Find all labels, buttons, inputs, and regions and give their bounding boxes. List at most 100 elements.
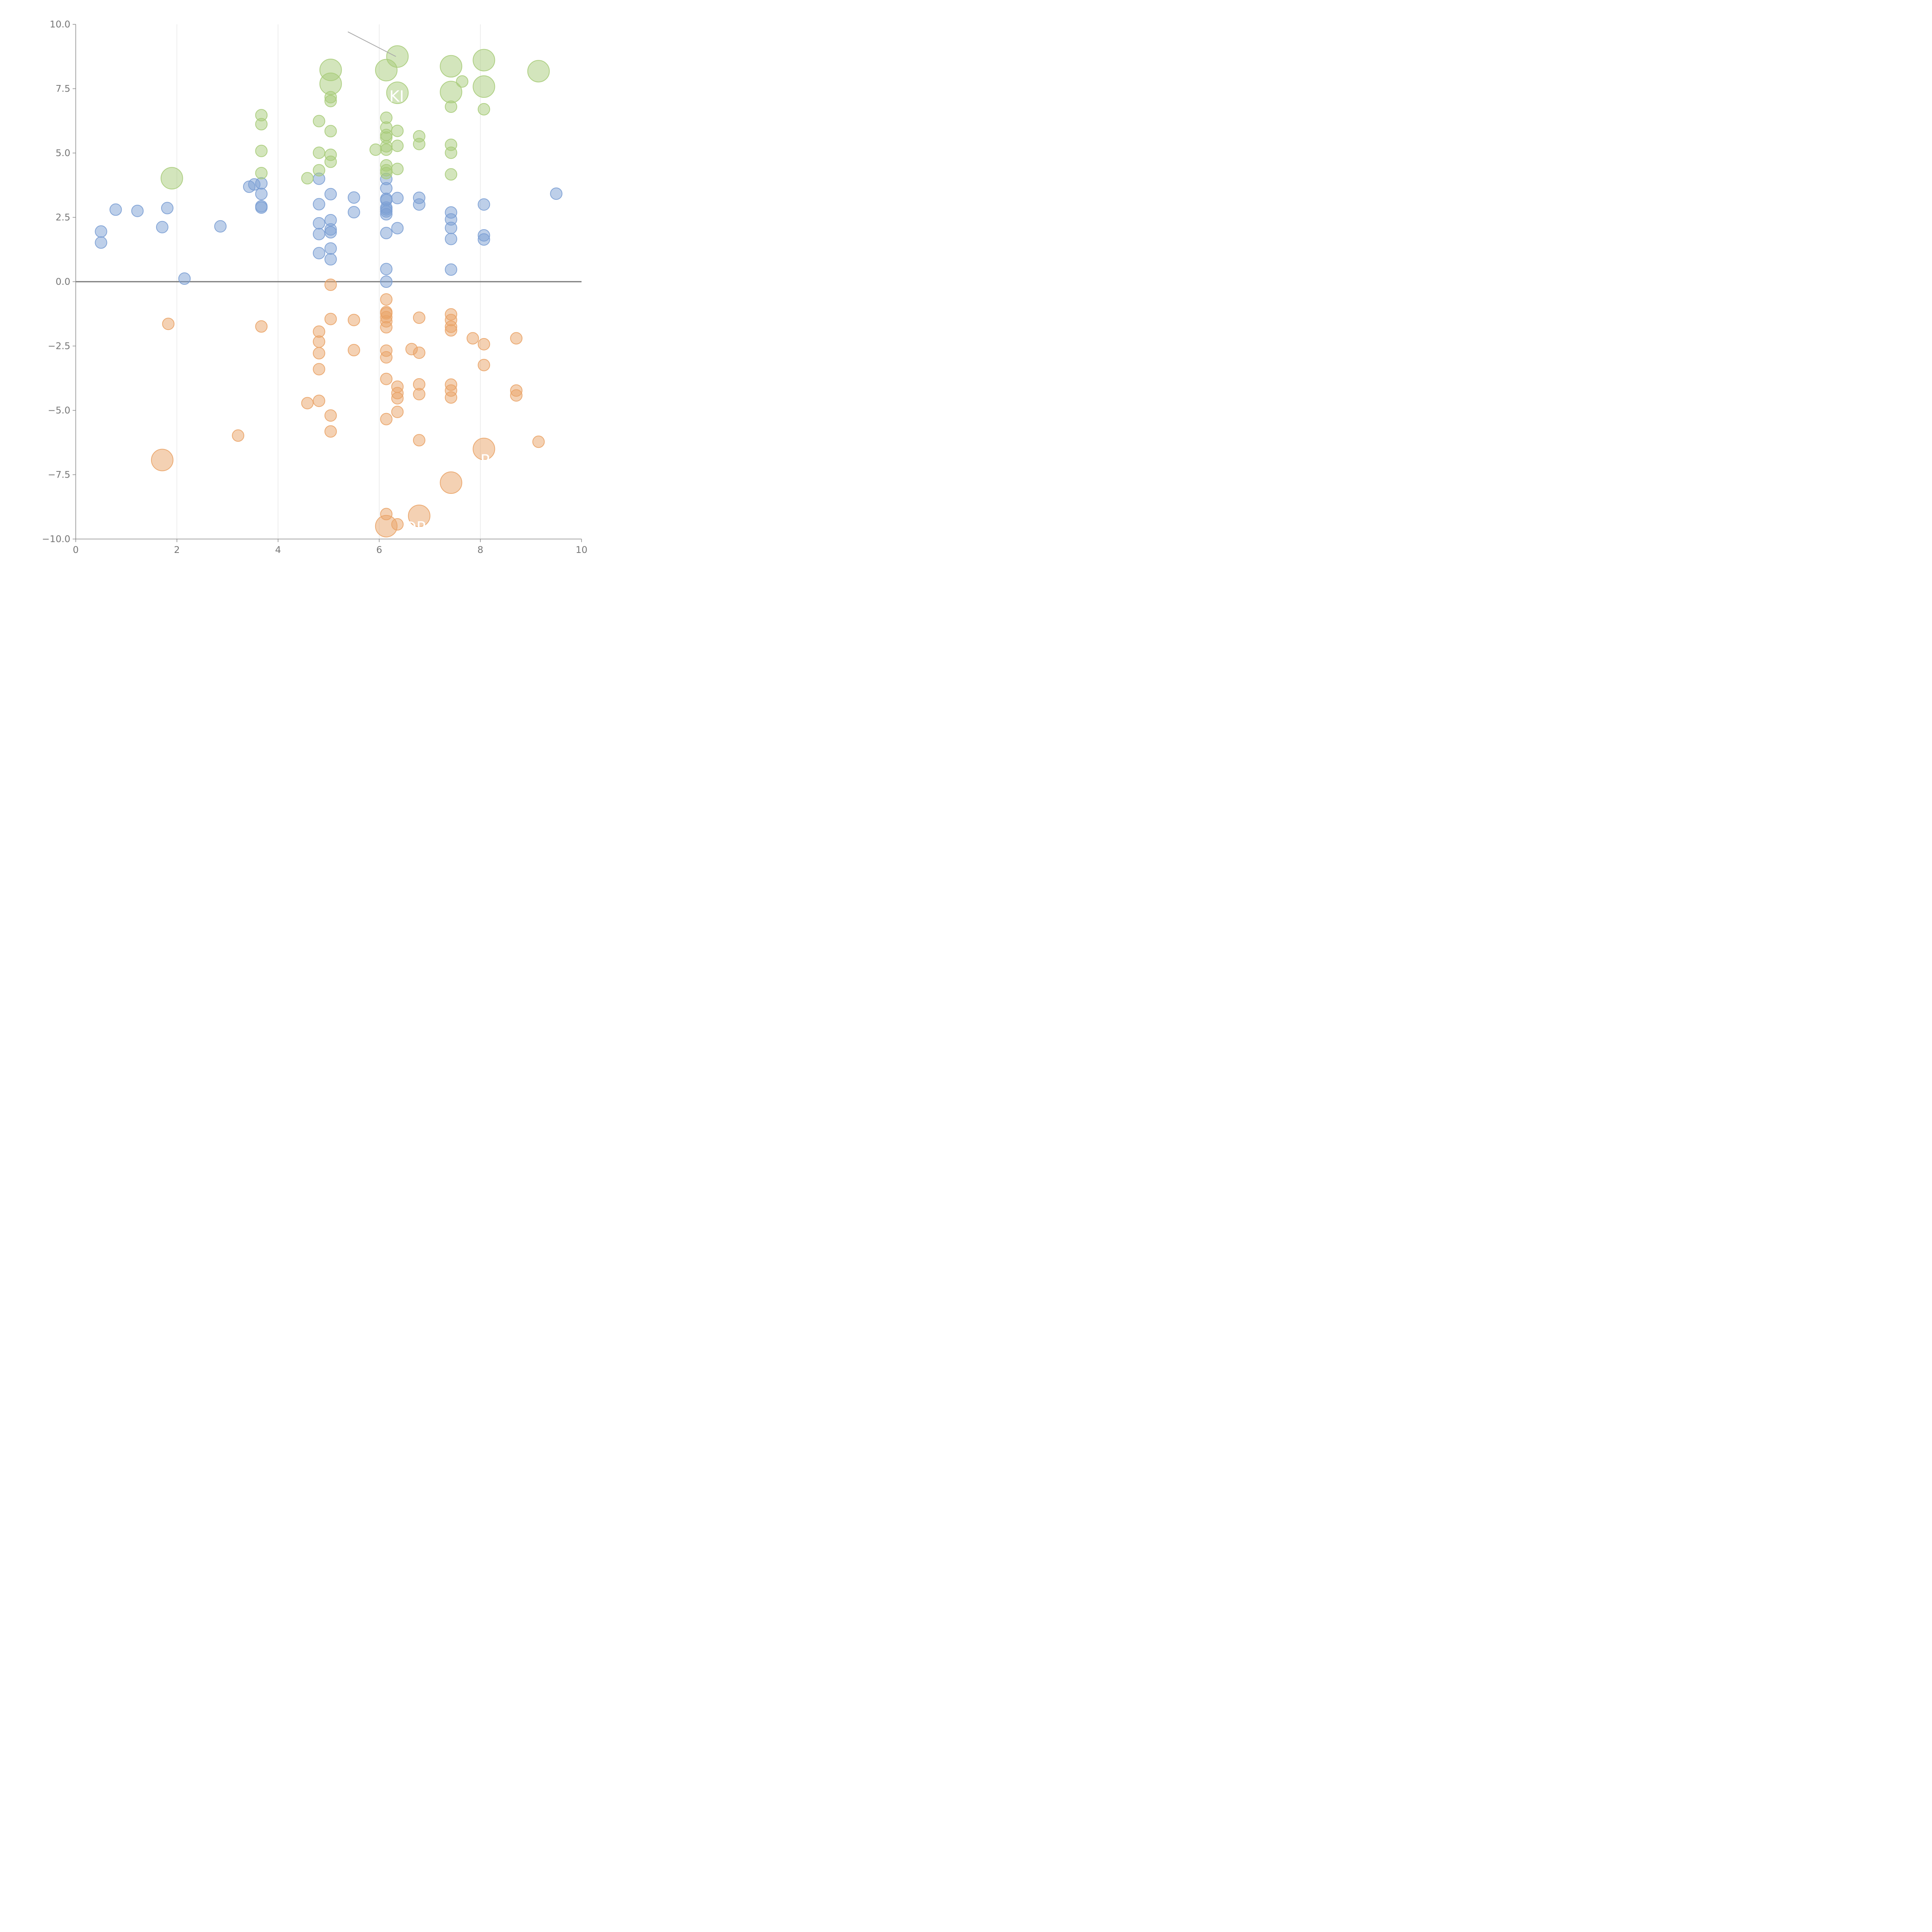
data-point-orange <box>473 437 495 460</box>
data-point-orange <box>380 351 393 364</box>
data-point-green <box>313 146 325 159</box>
x-tick-label: 0 <box>73 544 78 555</box>
data-point-blue <box>445 221 457 234</box>
y-tick-label: −2.5 <box>48 341 70 352</box>
data-point-blue <box>380 182 393 195</box>
annotation-label: P <box>480 452 490 469</box>
data-point-orange <box>440 471 463 494</box>
data-point-green <box>301 172 314 185</box>
y-tick-label: −7.5 <box>48 469 70 480</box>
data-point-orange <box>478 359 490 371</box>
data-point-blue <box>131 204 144 217</box>
data-point-blue <box>324 226 337 239</box>
data-point-orange <box>324 409 337 422</box>
data-point-green <box>445 168 457 181</box>
data-point-green <box>445 100 457 113</box>
data-point-green <box>324 155 337 168</box>
data-point-orange <box>391 405 404 418</box>
data-point-green <box>391 124 404 137</box>
data-point-blue <box>347 206 360 219</box>
y-tick-label: 10.0 <box>50 19 70 30</box>
data-point-blue <box>550 187 563 200</box>
data-point-blue <box>161 202 173 214</box>
data-point-orange <box>380 413 393 425</box>
data-point-blue <box>445 263 457 276</box>
data-point-orange <box>510 389 523 402</box>
data-point-orange <box>324 313 337 325</box>
bubble-scatter-chart: 0 2 4 6 8 10 −10.0 −7.5 −5.0 −2.5 0.0 2.5 5.0 7.5 10.0… <box>42 19 587 555</box>
data-point-blue <box>255 201 268 214</box>
data-point-orange <box>510 332 523 345</box>
data-point-blue <box>109 203 122 216</box>
data-point-green <box>456 75 469 88</box>
data-point-orange <box>313 363 325 376</box>
annotation-label: D​P <box>405 519 426 536</box>
data-point-blue <box>255 187 268 200</box>
x-tick-label: 4 <box>275 544 281 555</box>
data-point-orange <box>301 397 314 410</box>
data-point-orange <box>391 392 404 405</box>
data-point-green <box>445 146 457 159</box>
data-point-blue <box>324 188 337 201</box>
data-point-orange <box>413 311 425 324</box>
x-tick-label: 8 <box>478 544 483 555</box>
data-point-blue <box>413 198 425 211</box>
data-point-orange <box>347 344 360 357</box>
y-tick-label: 7.5 <box>56 83 70 94</box>
annotation-label: KI <box>389 88 404 105</box>
data-point-green <box>386 45 409 68</box>
data-point-orange <box>413 434 425 447</box>
data-point-green <box>391 163 404 175</box>
data-point-orange <box>445 391 457 404</box>
x-tick-label: 10 <box>576 544 588 555</box>
data-point-blue <box>347 191 360 204</box>
data-point-green <box>380 143 393 156</box>
data-point-blue <box>380 227 393 240</box>
data-point-green <box>255 167 268 179</box>
data-point-orange <box>380 293 393 306</box>
data-point-blue <box>156 221 168 233</box>
data-point-orange <box>532 435 545 448</box>
data-point-green <box>413 138 425 150</box>
data-point-orange <box>380 321 393 333</box>
data-point-green <box>324 125 337 138</box>
data-point-blue <box>214 220 227 233</box>
annotations: KI P D​P <box>347 31 490 536</box>
data-points <box>95 45 563 537</box>
data-point-green <box>478 103 490 116</box>
data-point-orange <box>466 332 479 345</box>
data-point-blue <box>324 242 337 255</box>
data-point-green <box>313 164 325 177</box>
data-point-green <box>473 49 495 71</box>
y-tick-label: 0.0 <box>56 276 70 287</box>
data-point-blue <box>478 233 490 246</box>
data-point-green <box>440 55 463 78</box>
data-point-orange <box>313 347 325 360</box>
data-point-blue <box>313 198 325 211</box>
data-point-blue <box>324 253 337 266</box>
data-point-green <box>160 167 183 190</box>
tick-labels: 0 2 4 6 8 10 −10.0 −7.5 −5.0 −2.5 0.0 2.5 5.0 7.5 10.0 <box>42 19 587 555</box>
data-point-green <box>380 167 393 179</box>
data-point-blue <box>478 198 490 211</box>
y-tick-label: 2.5 <box>56 212 70 223</box>
data-point-orange <box>162 318 175 330</box>
x-tick-label: 6 <box>376 544 382 555</box>
data-point-orange <box>391 518 404 531</box>
data-point-orange <box>232 429 245 442</box>
data-point-blue <box>255 177 268 190</box>
data-point-blue <box>391 192 404 204</box>
data-point-green <box>255 118 268 131</box>
data-point-orange <box>313 395 325 407</box>
data-point-green <box>324 95 337 107</box>
data-point-green <box>527 60 550 83</box>
data-point-orange <box>324 425 337 438</box>
data-point-green <box>391 139 404 152</box>
data-point-blue <box>391 222 404 235</box>
data-point-orange <box>408 505 430 527</box>
x-tick-label: 2 <box>174 544 180 555</box>
data-point-orange <box>313 335 325 348</box>
data-point-orange <box>413 346 425 359</box>
data-point-green <box>255 145 268 157</box>
data-point-blue <box>380 276 393 288</box>
